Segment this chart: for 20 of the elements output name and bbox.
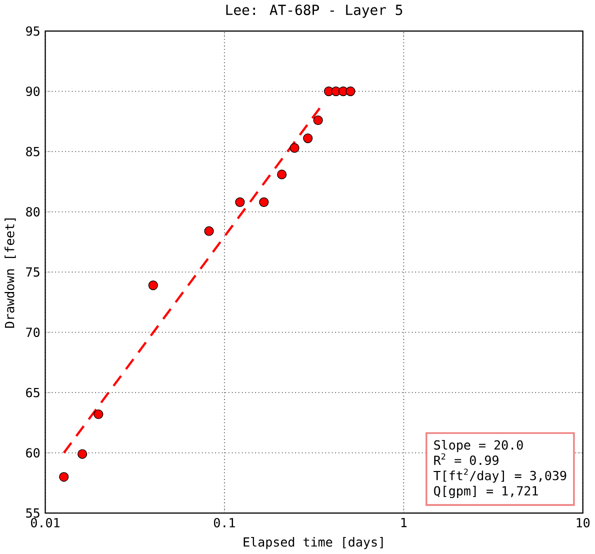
y-tick-label: 85 <box>26 146 40 156</box>
x-tick-label: 10 <box>576 518 590 528</box>
annotation: Slope = 20.0 <box>434 440 523 452</box>
x-tick-label: 1 <box>401 518 407 528</box>
annotation: Q[gpm] = 1,721 <box>434 486 538 498</box>
y-tick-label: 70 <box>26 328 40 338</box>
y-tick-label: 60 <box>26 448 40 458</box>
y-tick-label: 90 <box>26 86 40 96</box>
y-tick-label: 95 <box>26 26 40 36</box>
y-tick-label: 80 <box>26 207 40 217</box>
y-tick-label: 75 <box>26 268 40 277</box>
x-axis-title: Elapsed time [days] <box>244 537 383 550</box>
annotation: R$^{2}$ = 0.99 <box>434 453 498 466</box>
y-tick-label: 65 <box>26 388 40 398</box>
y-axis-title: Drawdown [feet] <box>4 218 16 328</box>
x-tick-label: 0.01 <box>31 518 60 528</box>
y-tick-label: 55 <box>26 508 40 518</box>
chart-title: Lee: AT-68P - Layer 5 <box>226 4 402 18</box>
x-tick-label: 0.1 <box>214 518 235 528</box>
annotation: T[ft$^{2}$/day] = 3,039 <box>434 468 566 483</box>
